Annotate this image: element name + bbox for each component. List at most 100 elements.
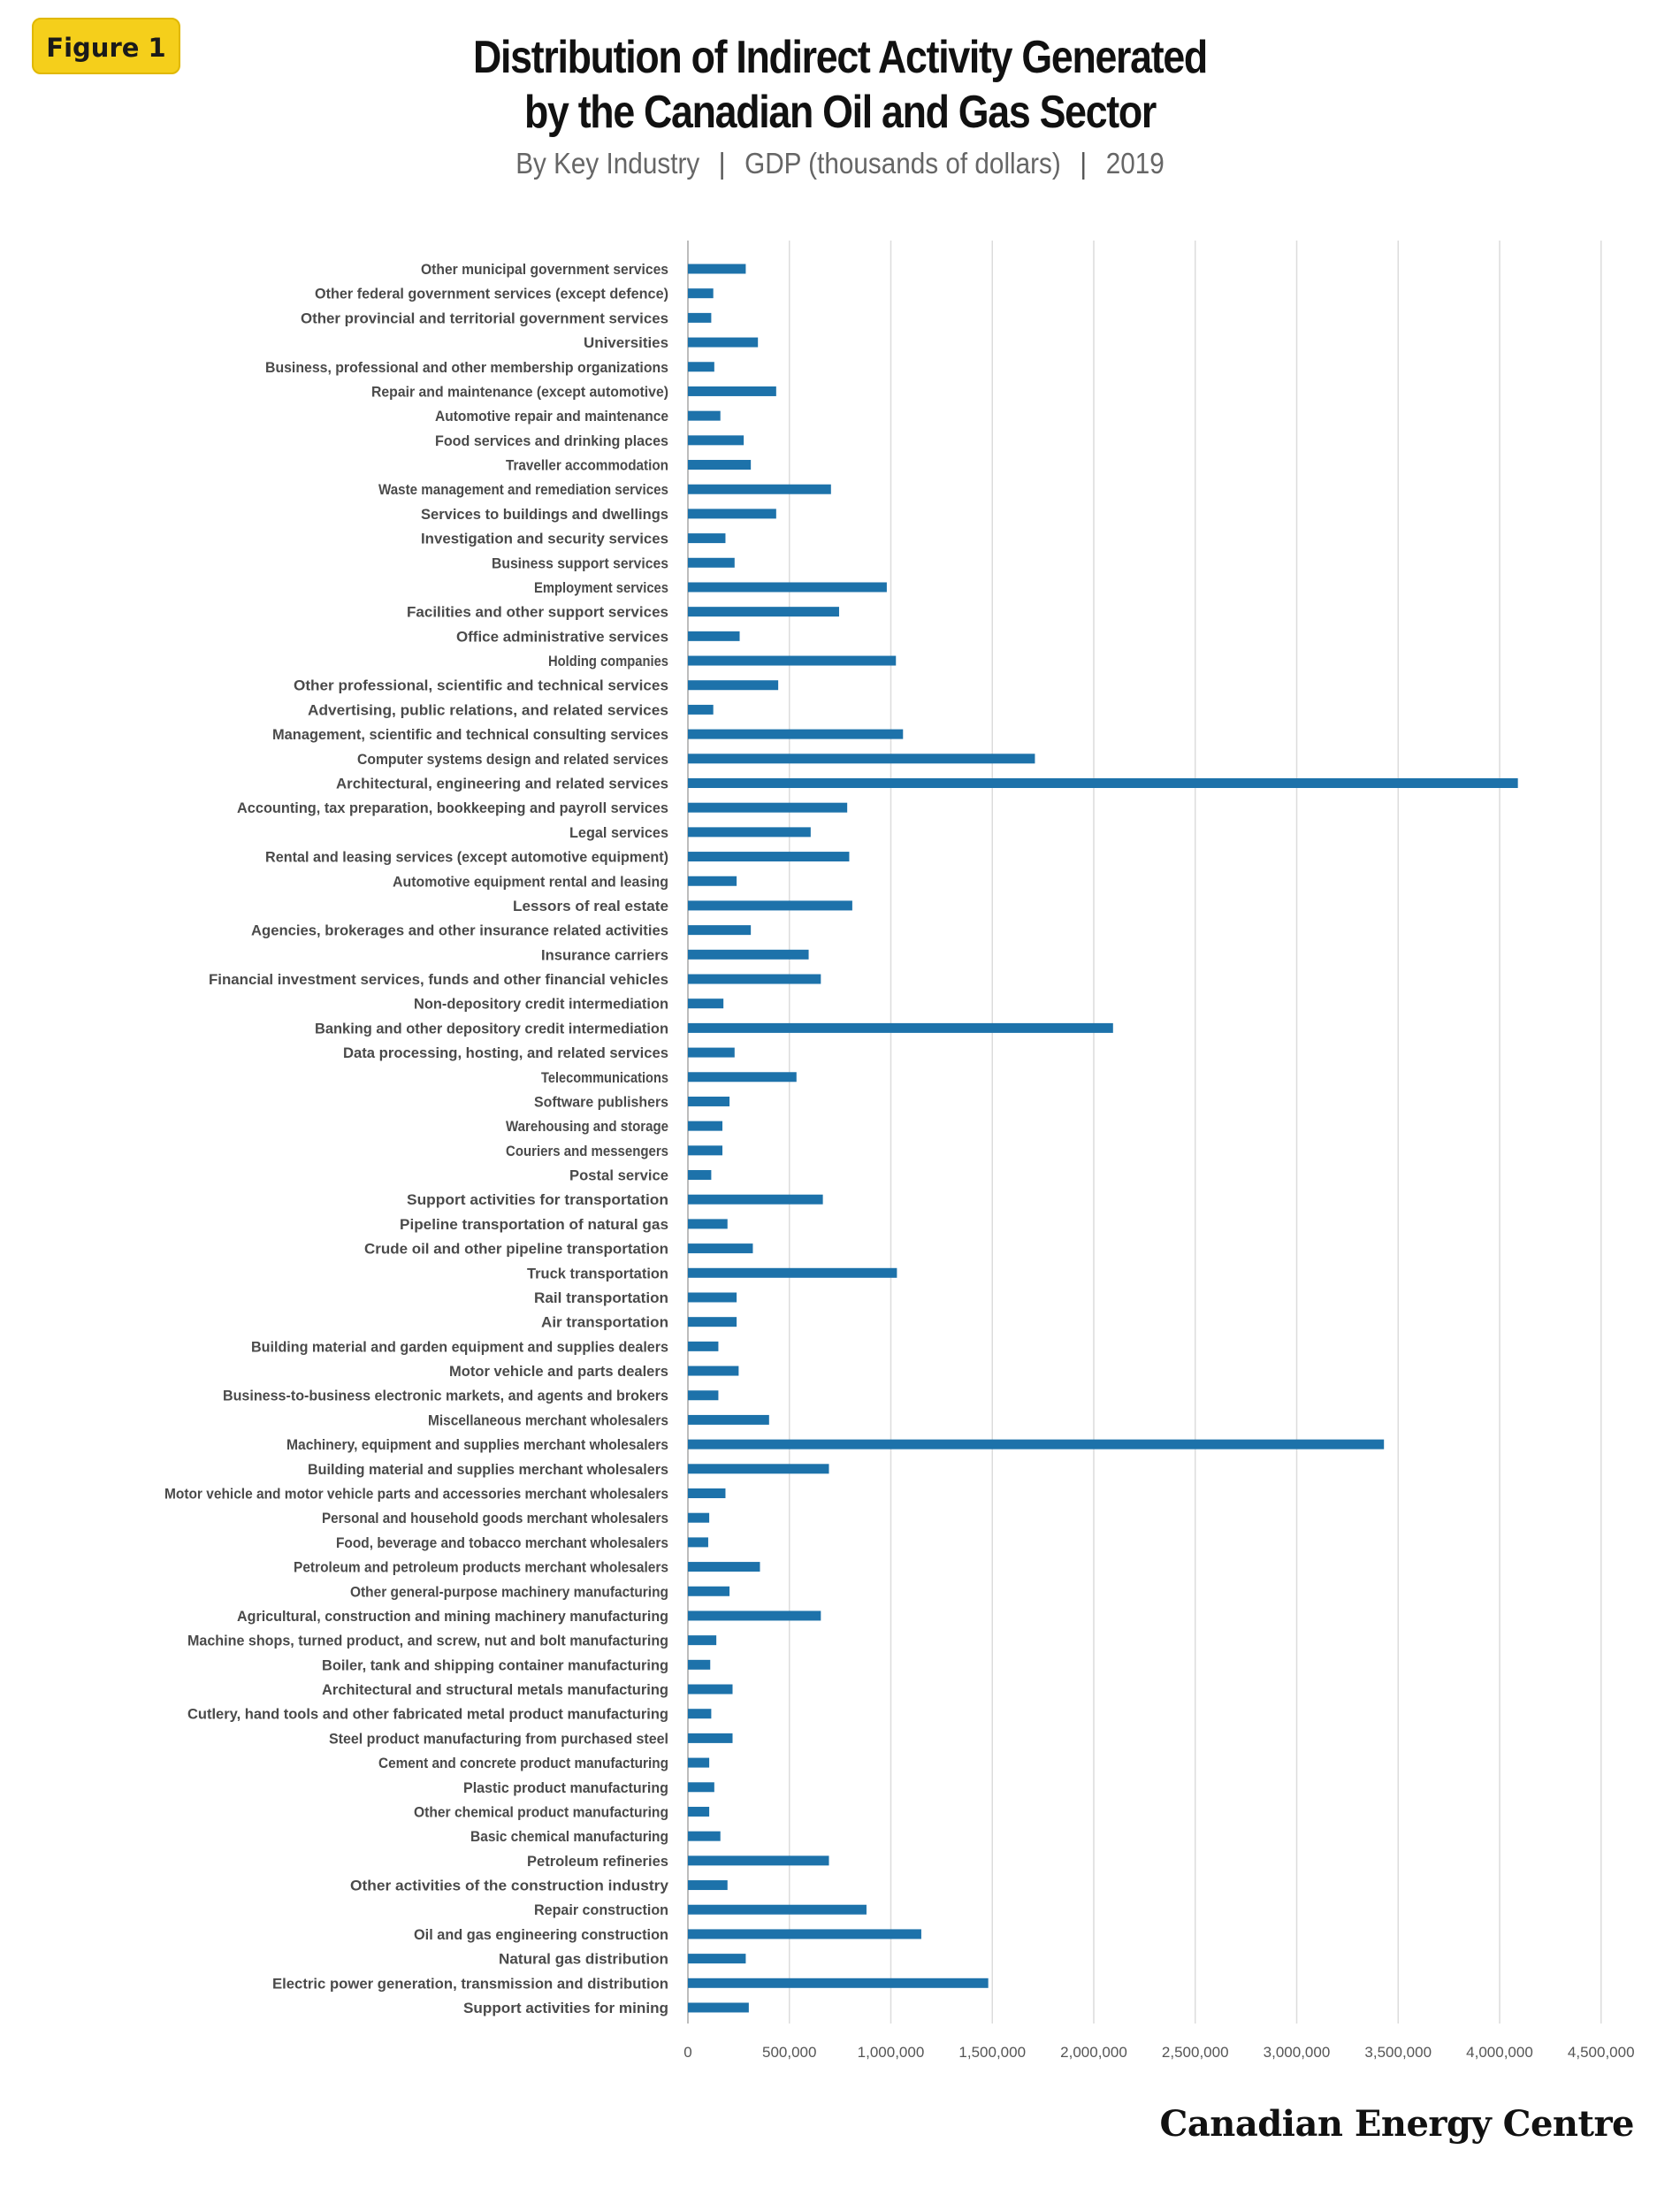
category-label: Accounting, tax preparation, bookkeeping… <box>237 800 668 816</box>
subtitle-separator-1: | <box>718 147 726 180</box>
bar-chart: 0 500,000 1,000,000 1,500,000 2,000,000 2,500… <box>164 241 1635 2061</box>
bar <box>688 1929 921 1939</box>
category-label: Insurance carriers <box>541 947 668 963</box>
bar <box>688 1684 733 1695</box>
bar <box>688 1635 717 1646</box>
bar <box>688 1072 797 1083</box>
bar <box>688 777 1518 788</box>
x-tick-label: 2,000,000 <box>1060 2044 1127 2061</box>
bar <box>688 1439 1385 1450</box>
bar <box>688 1880 728 1891</box>
category-label: Repair and maintenance (except automotiv… <box>371 384 668 400</box>
bar <box>688 288 714 299</box>
category-label: Motor vehicle and parts dealers <box>449 1364 668 1380</box>
bar <box>688 998 724 1009</box>
category-label: Other chemical product manufacturing <box>414 1804 668 1820</box>
bar <box>688 1145 723 1156</box>
x-tick-label: 500,000 <box>762 2044 816 2061</box>
category-label: Electric power generation, transmission … <box>272 1976 668 1992</box>
category-label: Architectural, engineering and related s… <box>336 776 668 792</box>
category-label: Services to buildings and dwellings <box>421 507 668 523</box>
bar <box>688 1855 829 1866</box>
bar <box>688 460 752 471</box>
category-label: Oil and gas engineering construction <box>414 1927 668 1943</box>
subtitle-year: 2019 <box>1105 147 1165 180</box>
bar <box>688 1366 739 1376</box>
category-label: Food services and drinking places <box>435 433 668 449</box>
category-label: Telecommunications <box>541 1070 668 1086</box>
category-label: Rail transportation <box>534 1290 668 1306</box>
category-label: Software publishers <box>534 1094 668 1110</box>
bar <box>688 1610 821 1621</box>
category-label: Rental and leasing services (except auto… <box>265 850 668 866</box>
bar <box>688 704 714 715</box>
bar <box>688 1219 728 1229</box>
bar <box>688 1537 708 1548</box>
category-label: Business-to-business electronic markets,… <box>223 1389 668 1404</box>
category-label: Pipeline transportation of natural gas <box>400 1217 668 1233</box>
bar <box>688 1831 721 1841</box>
bar <box>688 337 759 348</box>
figure-badge: Figure 1 <box>32 18 180 74</box>
category-label: Plastic product manufacturing <box>463 1780 668 1796</box>
category-label: Support activities for transportation <box>407 1192 668 1208</box>
bar <box>688 1414 769 1425</box>
category-label: Natural gas distribution <box>499 1952 668 1968</box>
category-label: Other federal government services (excep… <box>315 287 668 302</box>
category-label: Automotive repair and maintenance <box>435 409 668 425</box>
category-label: Employment services <box>534 580 668 596</box>
category-label: Other activities of the construction ind… <box>350 1878 669 1894</box>
category-label: Banking and other depository credit inte… <box>315 1021 668 1037</box>
x-tick-label: 4,000,000 <box>1466 2044 1533 2061</box>
bar <box>688 1341 719 1351</box>
category-label: Crude oil and other pipeline transportat… <box>364 1242 668 1258</box>
chart-title: Distribution of Indirect Activity Genera… <box>118 30 1562 140</box>
bar <box>688 1904 867 1915</box>
bar <box>688 631 740 641</box>
category-label: Lessors of real estate <box>513 899 668 914</box>
bar <box>688 1488 726 1498</box>
category-label: Motor vehicle and motor vehicle parts an… <box>164 1487 668 1503</box>
bar <box>688 1806 710 1817</box>
bar <box>688 312 712 323</box>
category-label: Truck transportation <box>527 1266 668 1281</box>
bar <box>688 1954 746 1964</box>
category-label: Cement and concrete product manufacturin… <box>378 1756 668 1771</box>
category-label: Holding companies <box>548 654 668 669</box>
brand-logo-text: Canadian Energy Centre <box>1159 2103 1635 2145</box>
x-tick-label: 0 <box>683 2044 691 2061</box>
bar <box>688 876 737 886</box>
category-label: Building material and supplies merchant … <box>308 1462 668 1478</box>
bar <box>688 1267 897 1278</box>
bar <box>688 949 809 960</box>
category-label: Investigation and security services <box>421 532 668 547</box>
bar <box>688 410 721 421</box>
category-label: Automotive equipment rental and leasing <box>393 874 668 890</box>
category-label: Facilities and other support services <box>407 605 668 621</box>
category-label: Other provincial and territorial governm… <box>301 310 668 326</box>
bar <box>688 1121 723 1131</box>
category-label: Non-depository credit intermediation <box>414 997 668 1013</box>
category-label: Agencies, brokerages and other insurance… <box>251 923 668 939</box>
subtitle-unit: GDP (thousands of dollars) <box>745 147 1061 180</box>
category-label: Basic chemical manufacturing <box>470 1829 668 1845</box>
bar <box>688 900 852 911</box>
bar <box>688 1782 714 1793</box>
bar <box>688 1292 737 1303</box>
bar <box>688 1047 735 1058</box>
bar <box>688 1733 733 1743</box>
bar <box>688 852 850 862</box>
category-label: Repair construction <box>534 1902 668 1918</box>
category-label: Business, professional and other members… <box>265 360 668 376</box>
bar <box>688 484 831 494</box>
category-label: Steel product manufacturing from purchas… <box>329 1731 668 1747</box>
category-label: Business support services <box>492 555 668 571</box>
bar <box>688 974 821 984</box>
title-line-1: Distribution of Indirect Activity Genera… <box>473 32 1208 83</box>
category-label: Advertising, public relations, and relat… <box>308 702 668 718</box>
bar <box>688 680 779 691</box>
bar <box>688 802 848 813</box>
category-label: Petroleum and petroleum products merchan… <box>294 1560 668 1576</box>
bar <box>688 1757 710 1768</box>
category-label: Architectural and structural metals manu… <box>322 1682 668 1698</box>
